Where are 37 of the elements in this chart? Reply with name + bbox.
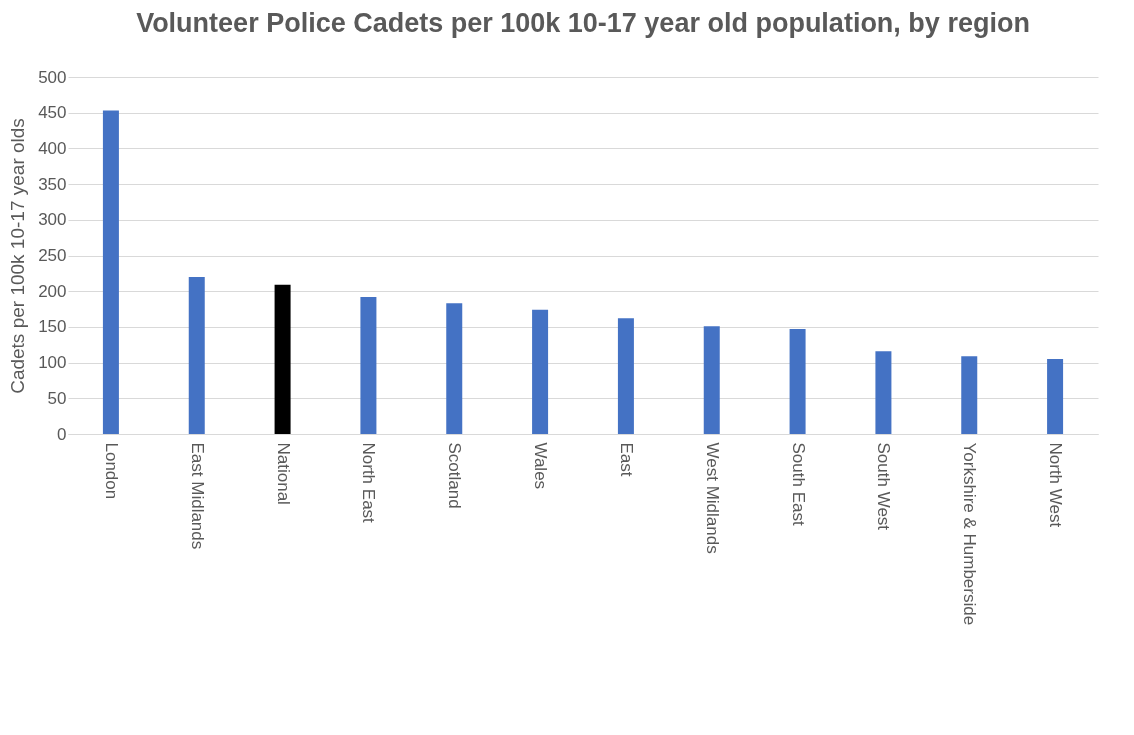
y-tick-label: 50	[47, 388, 67, 408]
x-tick-label: East	[616, 442, 636, 477]
x-tick-label: North West	[1046, 442, 1066, 528]
bar	[274, 284, 291, 434]
y-tick-label: 400	[38, 138, 67, 158]
y-tick-label: 350	[38, 174, 67, 194]
y-tick-label: 100	[38, 353, 67, 373]
bar	[532, 309, 549, 434]
y-tick-label: 200	[38, 281, 67, 301]
bar	[446, 303, 463, 434]
x-tick-label: Yorkshire & Humberside	[960, 442, 980, 626]
bar	[188, 276, 205, 434]
chart-title: Volunteer Police Cadets per 100k 10-17 year old population, by region	[136, 8, 1030, 38]
bar	[789, 329, 806, 434]
bar	[875, 351, 892, 434]
x-tick-label: North East	[359, 442, 379, 524]
x-tick-label: South West	[874, 442, 894, 531]
x-tick-label: Wales	[531, 442, 551, 490]
y-axis-title: Cadets per 100k 10-17 year olds	[7, 118, 29, 394]
y-tick-label: 500	[38, 67, 67, 87]
y-tick-label: 150	[38, 317, 67, 337]
x-tick-label: West Midlands	[702, 442, 722, 554]
bar	[703, 326, 720, 434]
y-tick-label: 450	[38, 103, 67, 123]
x-tick-label: London	[101, 442, 121, 500]
bar	[360, 296, 377, 434]
x-tick-label: Scotland	[445, 442, 465, 509]
bar	[617, 318, 634, 434]
x-tick-label: East Midlands	[187, 442, 207, 550]
bar	[102, 110, 119, 434]
bar	[1047, 359, 1064, 434]
y-tick-label: 0	[57, 424, 67, 444]
bar	[961, 356, 978, 434]
x-tick-label: National	[273, 442, 293, 505]
y-tick-label: 250	[38, 246, 67, 265]
y-tick-label: 300	[38, 210, 67, 230]
x-tick-label: South East	[788, 442, 808, 526]
